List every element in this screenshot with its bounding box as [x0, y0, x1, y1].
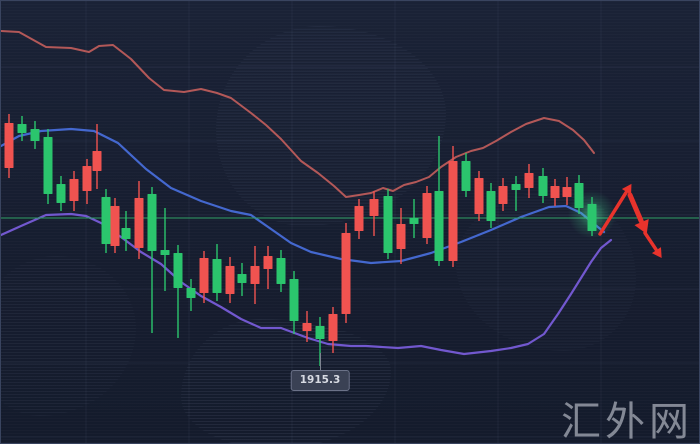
candle-body [263, 256, 273, 269]
bollinger-bands [1, 30, 613, 356]
candle-body [101, 197, 111, 244]
candle-body [498, 186, 508, 204]
candle-body [173, 253, 183, 288]
candle-body [30, 129, 40, 141]
candle-body [134, 198, 144, 248]
candle-body [225, 266, 235, 294]
candle-body [422, 193, 432, 238]
candle-body [474, 178, 484, 214]
candle-body [434, 191, 444, 261]
band-lower [1, 212, 613, 356]
trend-arrow-annotation[interactable] [598, 183, 662, 258]
candle-body [511, 184, 521, 190]
candle-body [92, 151, 102, 171]
candle-body [486, 191, 496, 221]
site-watermark: 汇外网 [561, 399, 693, 444]
candle-body [110, 206, 120, 246]
candle-body [82, 166, 92, 191]
candle-body [369, 199, 379, 216]
candle-body [461, 161, 471, 191]
candle-body [587, 204, 597, 231]
candle-body [341, 233, 351, 314]
candle-body [524, 173, 534, 188]
candle-body [43, 137, 53, 194]
candle-body [396, 224, 406, 249]
candle-body [315, 326, 325, 339]
candle-body [448, 161, 458, 261]
candle-body [121, 228, 131, 239]
price-flag-value: 1915.3 [299, 374, 341, 386]
candle-body [276, 258, 286, 284]
candle-body [237, 274, 247, 283]
candle-body [160, 250, 170, 255]
candle-body [574, 183, 584, 208]
candle-body [147, 194, 157, 251]
candle-body [302, 323, 312, 331]
candle-body [4, 123, 14, 168]
candle-body [550, 186, 560, 198]
candle-body [56, 184, 66, 203]
price-flag[interactable]: 1915.3 [290, 370, 350, 391]
candle-body [289, 279, 299, 321]
candle-body [538, 176, 548, 196]
candle-body [199, 258, 209, 293]
candle-body [409, 218, 419, 224]
candle-body [186, 288, 196, 298]
candle-body [328, 314, 338, 341]
candle-body [212, 259, 222, 293]
candle-body [250, 266, 260, 284]
candle-body [354, 206, 364, 231]
band-middle [1, 127, 606, 265]
candle-body [562, 187, 572, 197]
band-upper [1, 30, 595, 198]
candle-body [383, 196, 393, 253]
candle-body [17, 124, 27, 133]
candlestick-series [4, 114, 597, 366]
candle-body [69, 179, 79, 201]
